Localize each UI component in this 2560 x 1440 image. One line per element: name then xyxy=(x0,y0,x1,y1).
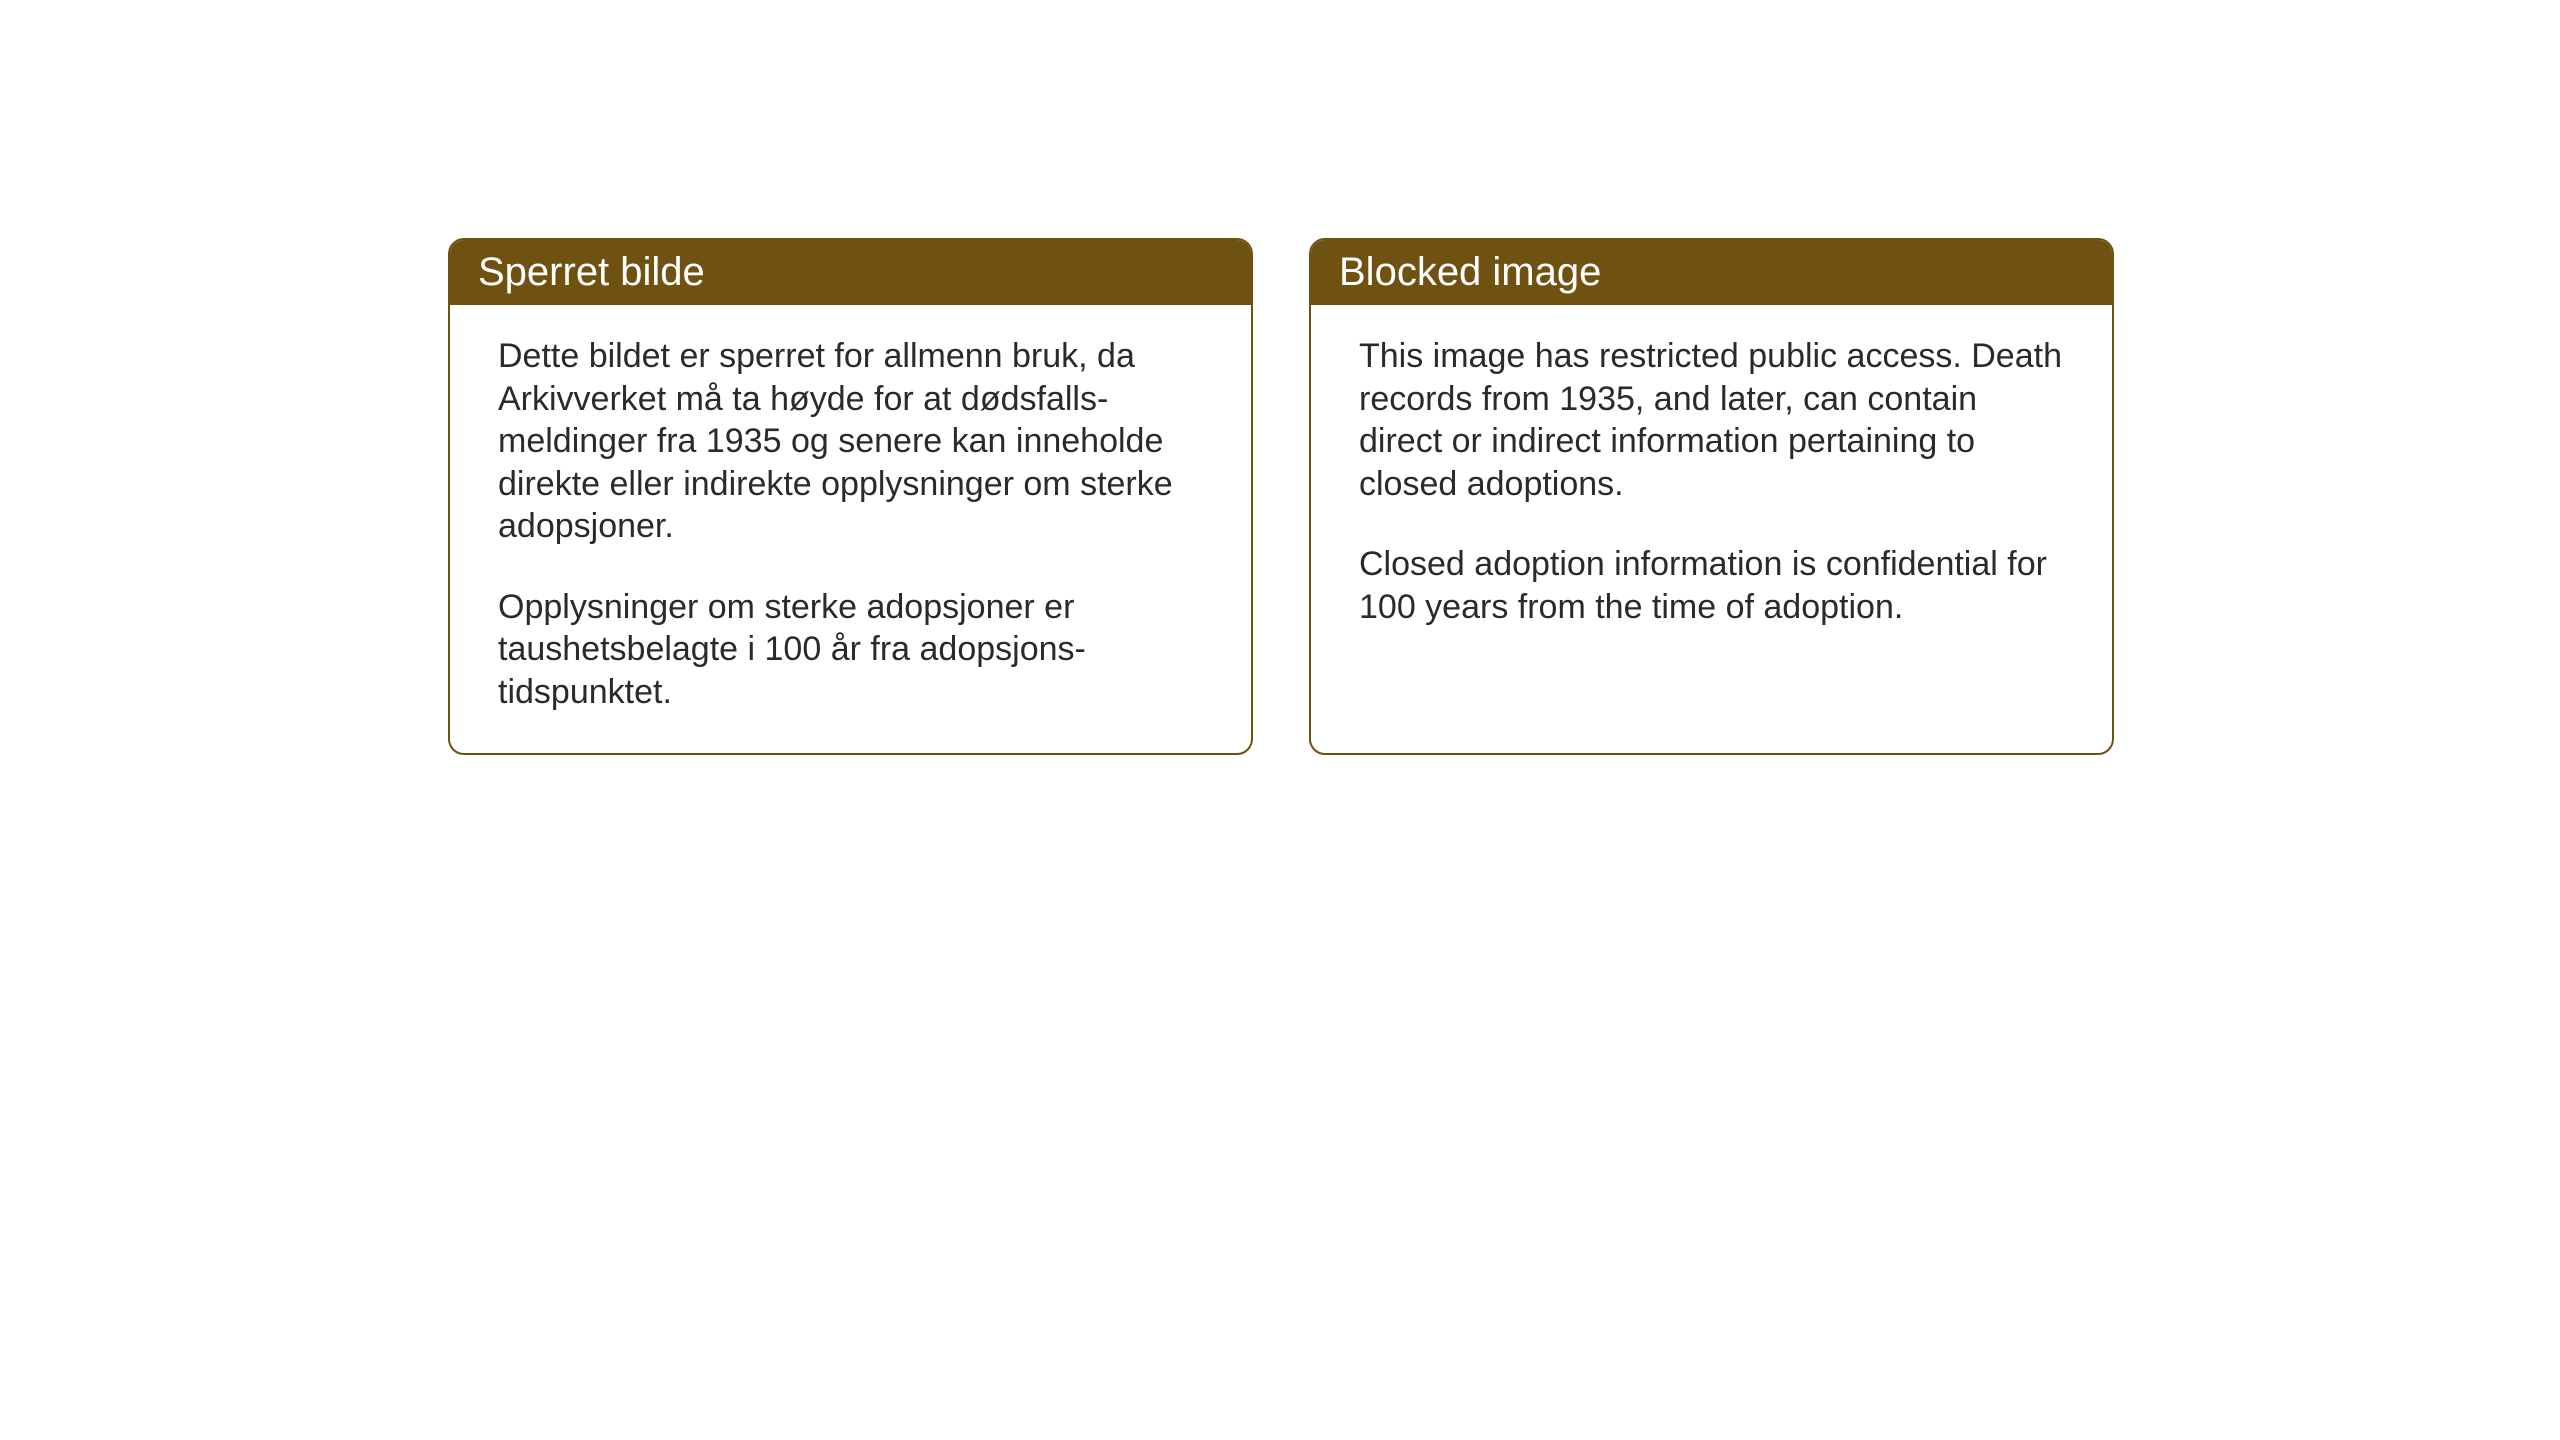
english-paragraph-1: This image has restricted public access.… xyxy=(1359,335,2064,505)
norwegian-paragraph-1: Dette bildet er sperret for allmenn bruk… xyxy=(498,335,1203,548)
english-notice-card: Blocked image This image has restricted … xyxy=(1309,238,2114,755)
norwegian-card-body: Dette bildet er sperret for allmenn bruk… xyxy=(450,305,1251,753)
norwegian-card-title: Sperret bilde xyxy=(450,240,1251,305)
norwegian-notice-card: Sperret bilde Dette bildet er sperret fo… xyxy=(448,238,1253,755)
english-paragraph-2: Closed adoption information is confident… xyxy=(1359,543,2064,628)
cards-container: Sperret bilde Dette bildet er sperret fo… xyxy=(448,238,2114,755)
english-card-title: Blocked image xyxy=(1311,240,2112,305)
norwegian-paragraph-2: Opplysninger om sterke adopsjoner er tau… xyxy=(498,586,1203,714)
english-card-body: This image has restricted public access.… xyxy=(1311,305,2112,745)
